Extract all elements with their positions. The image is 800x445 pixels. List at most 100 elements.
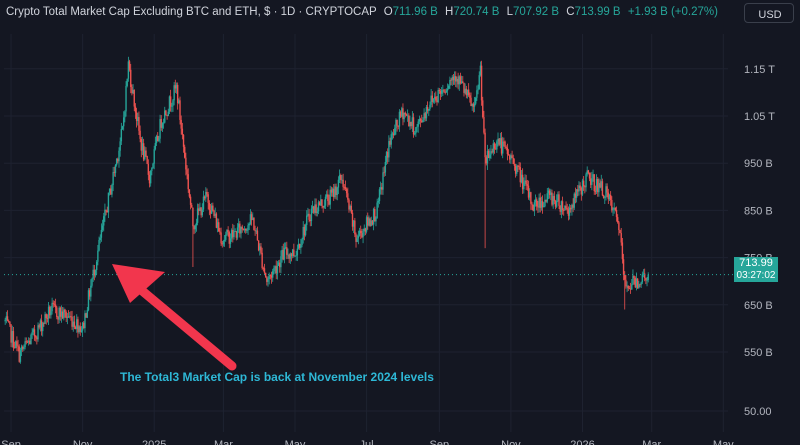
candle-body — [176, 84, 179, 104]
candle-body — [88, 290, 91, 297]
candle-body — [185, 157, 187, 170]
candle-body — [257, 240, 260, 251]
candle-body — [141, 143, 144, 151]
candle-body — [208, 202, 211, 211]
annotation-arrow — [112, 264, 237, 371]
candle-body — [547, 190, 550, 194]
candle-body — [323, 205, 326, 208]
candle-body — [422, 120, 424, 123]
candle-body — [288, 254, 290, 259]
candle-body — [363, 228, 365, 231]
candle-body — [17, 345, 19, 347]
candle-body — [467, 89, 470, 96]
candle-body — [521, 174, 524, 190]
candle-body — [43, 323, 45, 324]
candle-body — [404, 112, 407, 115]
candle-body — [86, 310, 89, 318]
candle-body — [300, 245, 302, 248]
candle-body — [493, 143, 496, 149]
candle-body — [40, 320, 43, 332]
candle-body — [275, 266, 277, 274]
candle-body — [214, 213, 216, 217]
symbol-title[interactable]: Crypto Total Market Cap Excluding BTC an… — [6, 6, 377, 18]
candle-body — [619, 230, 621, 234]
candle-body — [22, 346, 24, 349]
candle-body — [647, 274, 649, 281]
candle-body — [260, 246, 262, 253]
candle-body — [282, 249, 284, 260]
candle-body — [63, 309, 65, 319]
candle-body — [604, 197, 606, 199]
candle-body — [207, 194, 209, 203]
candle-body — [273, 268, 275, 272]
candle-body — [609, 194, 612, 201]
candle-body — [640, 282, 642, 285]
candle-body — [412, 117, 415, 135]
y-tick-label: 1.05 T — [744, 111, 775, 123]
candle-body — [165, 110, 167, 115]
candle-body — [131, 86, 133, 94]
candle-body — [173, 85, 175, 101]
candle-body — [540, 201, 543, 208]
candle-body — [96, 261, 98, 271]
candle-body — [53, 303, 56, 305]
open-label: O — [383, 6, 393, 18]
candle-body — [202, 196, 205, 210]
candle-body — [545, 199, 547, 202]
candle-body — [517, 165, 519, 167]
candle-body — [27, 340, 30, 343]
candle-body — [220, 232, 222, 244]
candle-body — [423, 113, 425, 121]
candle-body — [306, 215, 308, 225]
candle-body — [421, 120, 423, 123]
candle-body — [397, 125, 399, 127]
candle-body — [492, 143, 495, 153]
candle-body — [36, 337, 38, 340]
candle-body — [59, 307, 62, 317]
candle-body — [84, 313, 86, 329]
candle-body — [6, 316, 9, 321]
candle-body — [591, 178, 593, 185]
candle-body — [387, 151, 389, 158]
candle-body — [154, 143, 157, 150]
candle-body — [72, 321, 74, 327]
candle-body — [491, 151, 493, 153]
x-axis[interactable]: Sep Nov 2025 Mar May Jul Sep Nov 2026 Mar May — [1, 439, 734, 445]
candle-body — [635, 278, 638, 288]
candle-body — [351, 212, 354, 227]
candle-body — [167, 111, 169, 116]
x-tick-label: May — [285, 439, 306, 445]
candle-body — [270, 275, 273, 278]
candle-body — [518, 165, 520, 168]
candle-body — [370, 220, 372, 226]
candle-body — [633, 275, 635, 279]
candle-body — [117, 158, 119, 162]
candle-body — [23, 347, 25, 349]
candle-body — [582, 180, 585, 187]
candle-body — [266, 277, 268, 282]
candle-body — [500, 138, 503, 154]
candle-body — [365, 217, 368, 232]
candle-body — [578, 185, 580, 192]
candle-body — [417, 121, 419, 127]
candle-body — [477, 89, 479, 91]
currency-button[interactable]: USD — [744, 3, 794, 23]
candle-body — [480, 65, 483, 101]
candle-body — [149, 170, 152, 184]
candle-body — [442, 89, 444, 91]
candle-body — [294, 255, 296, 257]
candle-body — [19, 350, 22, 362]
candle-body — [334, 186, 336, 198]
candle-body — [497, 138, 499, 142]
candle-body — [196, 208, 199, 223]
candle-body — [105, 209, 107, 211]
candle-body — [413, 133, 416, 135]
candle-body — [314, 204, 316, 213]
candle-body — [560, 201, 563, 212]
candle-body — [416, 126, 418, 128]
candle-body — [199, 207, 201, 211]
candle-body — [550, 192, 552, 195]
candle-body — [360, 230, 362, 234]
